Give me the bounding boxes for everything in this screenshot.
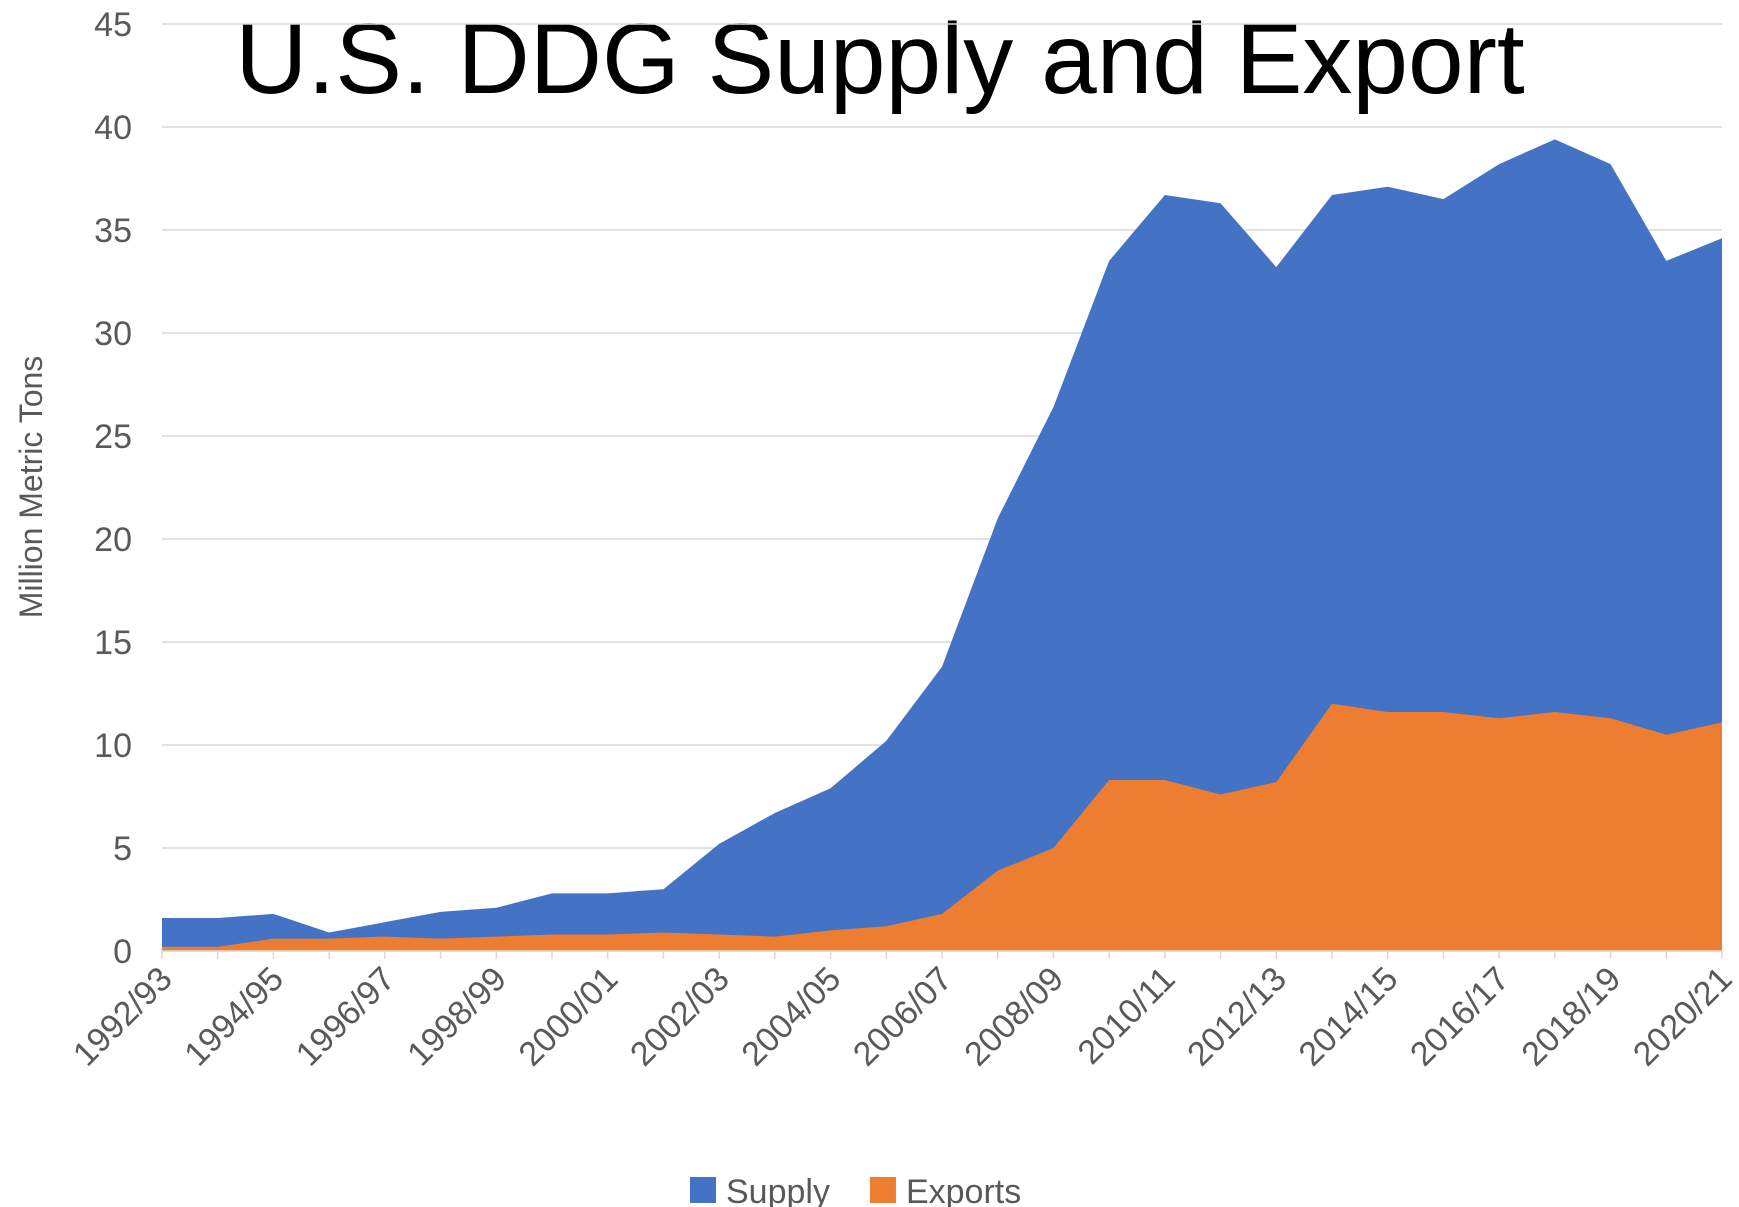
x-tick-label: 2000/01 — [512, 960, 626, 1074]
legend-label: Supply — [726, 1173, 830, 1207]
y-tick-label: 40 — [94, 109, 132, 147]
x-tick-label: 1996/97 — [289, 960, 403, 1074]
legend: Supply Exports — [690, 1173, 1021, 1207]
y-tick-label: 30 — [94, 315, 132, 353]
x-tick-label: 1998/99 — [400, 960, 514, 1074]
x-tick-label: 2008/09 — [957, 960, 1071, 1074]
legend-swatch — [869, 1177, 896, 1203]
y-tick-label: 5 — [113, 830, 132, 868]
y-tick-label: 15 — [94, 624, 132, 662]
x-tick-label: 2010/11 — [1071, 960, 1183, 1072]
y-tick-label: 10 — [94, 727, 132, 765]
y-tick-label: 35 — [94, 212, 132, 250]
grid — [162, 23, 1722, 952]
x-tick-label: 2014/15 — [1292, 960, 1406, 1074]
x-tick-label: 2018/19 — [1514, 960, 1628, 1074]
chart-title: U.S. DDG Supply and Export — [235, 3, 1525, 115]
y-tick-label: 25 — [94, 418, 132, 456]
legend-label: Exports — [906, 1173, 1021, 1207]
x-tick-label: 2004/05 — [734, 960, 848, 1074]
y-tick-label: 45 — [94, 6, 132, 44]
x-tick-label: 2020/21 — [1626, 960, 1739, 1074]
x-tick-label: 1992/93 — [66, 960, 180, 1074]
legend-swatch — [690, 1177, 716, 1203]
area — [162, 703, 1722, 951]
x-tick-label: 2006/07 — [846, 960, 960, 1074]
x-tick-label: 2016/17 — [1403, 960, 1517, 1074]
x-tick-label: 2012/13 — [1180, 960, 1294, 1074]
x-tick-label: 1994/95 — [177, 960, 291, 1074]
x-tick-label: 2002/03 — [623, 960, 737, 1074]
y-axis-label: Million Metric Tons — [13, 356, 49, 619]
y-tick-label: 0 — [113, 933, 132, 971]
y-tick-label: 20 — [94, 521, 132, 559]
